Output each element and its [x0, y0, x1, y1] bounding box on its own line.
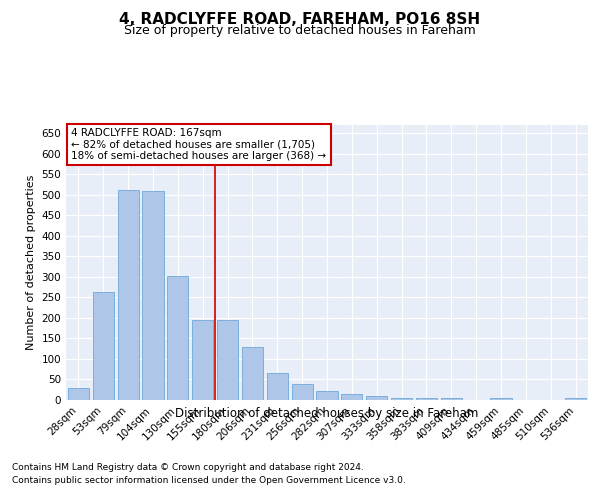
Bar: [292, 384, 313, 400]
Bar: [565, 398, 586, 400]
Text: 4, RADCLYFFE ROAD, FAREHAM, PO16 8SH: 4, RADCLYFFE ROAD, FAREHAM, PO16 8SH: [119, 12, 481, 28]
Y-axis label: Number of detached properties: Number of detached properties: [26, 175, 36, 350]
Bar: [441, 398, 462, 400]
Text: Contains public sector information licensed under the Open Government Licence v3: Contains public sector information licen…: [12, 476, 406, 485]
Text: Distribution of detached houses by size in Fareham: Distribution of detached houses by size …: [175, 408, 479, 420]
Bar: [316, 391, 338, 400]
Bar: [366, 396, 387, 400]
Bar: [142, 190, 164, 400]
Text: Size of property relative to detached houses in Fareham: Size of property relative to detached ho…: [124, 24, 476, 37]
Text: Contains HM Land Registry data © Crown copyright and database right 2024.: Contains HM Land Registry data © Crown c…: [12, 462, 364, 471]
Bar: [416, 398, 437, 400]
Bar: [167, 276, 188, 400]
Bar: [341, 394, 362, 400]
Bar: [242, 346, 263, 400]
Bar: [68, 388, 89, 400]
Text: 4 RADCLYFFE ROAD: 167sqm
← 82% of detached houses are smaller (1,705)
18% of sem: 4 RADCLYFFE ROAD: 167sqm ← 82% of detach…: [71, 128, 326, 161]
Bar: [391, 398, 412, 400]
Bar: [490, 398, 512, 400]
Bar: [217, 320, 238, 400]
Bar: [192, 320, 213, 400]
Bar: [93, 292, 114, 400]
Bar: [118, 190, 139, 400]
Bar: [267, 374, 288, 400]
